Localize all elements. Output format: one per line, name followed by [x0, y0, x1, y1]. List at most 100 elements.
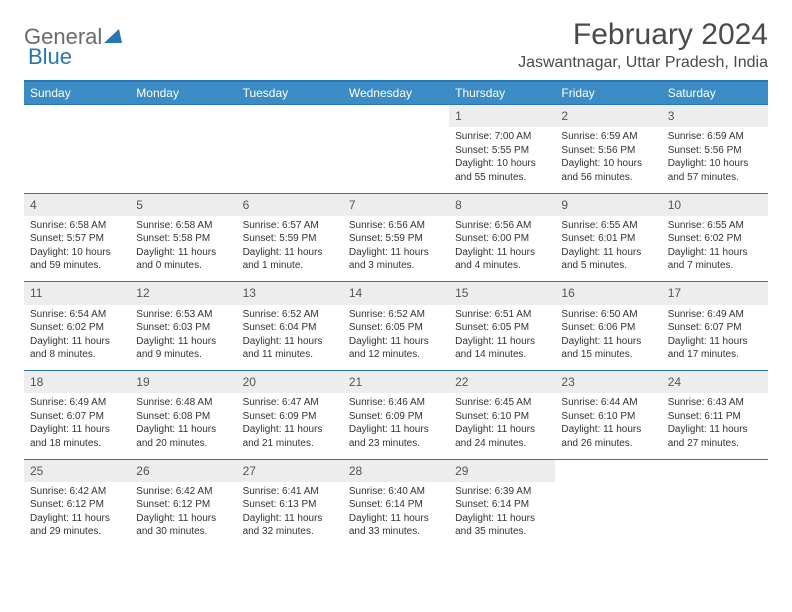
- day-info: Sunrise: 6:42 AMSunset: 6:12 PMDaylight:…: [136, 485, 230, 539]
- day-content-cell: [130, 127, 236, 193]
- day-number-cell: 7: [343, 193, 449, 216]
- day-content-cell: Sunrise: 6:45 AMSunset: 6:10 PMDaylight:…: [449, 393, 555, 459]
- day-info: Sunrise: 6:55 AMSunset: 6:01 PMDaylight:…: [561, 219, 655, 273]
- day-number-cell: 3: [662, 105, 768, 128]
- day-number-cell: 22: [449, 371, 555, 394]
- day-header: Thursday: [449, 81, 555, 105]
- day-number-cell: [343, 105, 449, 128]
- sunset-text: Sunset: 5:56 PM: [561, 144, 655, 158]
- day-content-cell: [555, 482, 661, 548]
- day-number-cell: 26: [130, 459, 236, 482]
- sunrise-text: Sunrise: 6:39 AM: [455, 485, 549, 499]
- day-number-cell: 23: [555, 371, 661, 394]
- daylight-text: Daylight: 11 hours and 4 minutes.: [455, 246, 549, 273]
- day-info: Sunrise: 6:45 AMSunset: 6:10 PMDaylight:…: [455, 396, 549, 450]
- sunset-text: Sunset: 6:02 PM: [668, 232, 762, 246]
- day-number-cell: 15: [449, 282, 555, 305]
- day-header: Sunday: [24, 81, 130, 105]
- day-content-cell: Sunrise: 6:47 AMSunset: 6:09 PMDaylight:…: [237, 393, 343, 459]
- day-content-cell: Sunrise: 6:43 AMSunset: 6:11 PMDaylight:…: [662, 393, 768, 459]
- daylight-text: Daylight: 11 hours and 5 minutes.: [561, 246, 655, 273]
- content-row: Sunrise: 7:00 AMSunset: 5:55 PMDaylight:…: [24, 127, 768, 193]
- sunrise-text: Sunrise: 6:48 AM: [136, 396, 230, 410]
- sunrise-text: Sunrise: 6:59 AM: [561, 130, 655, 144]
- day-content-cell: Sunrise: 6:44 AMSunset: 6:10 PMDaylight:…: [555, 393, 661, 459]
- sunrise-text: Sunrise: 6:52 AM: [349, 308, 443, 322]
- day-header: Tuesday: [237, 81, 343, 105]
- daylight-text: Daylight: 11 hours and 32 minutes.: [243, 512, 337, 539]
- day-content-cell: Sunrise: 6:46 AMSunset: 6:09 PMDaylight:…: [343, 393, 449, 459]
- sunset-text: Sunset: 6:02 PM: [30, 321, 124, 335]
- content-row: Sunrise: 6:49 AMSunset: 6:07 PM Daylight:…: [24, 393, 768, 459]
- sunset-text: Sunset: 6:07 PM: [30, 410, 124, 424]
- daylight-text: Daylight: 11 hours and 23 minutes.: [349, 423, 443, 450]
- day-info: Sunrise: 6:57 AMSunset: 5:59 PMDaylight:…: [243, 219, 337, 273]
- daynum-row: 45678910: [24, 193, 768, 216]
- day-number-cell: 16: [555, 282, 661, 305]
- day-content-cell: Sunrise: 6:59 AMSunset: 5:56 PMDaylight:…: [662, 127, 768, 193]
- sunset-text: Sunset: 6:00 PM: [455, 232, 549, 246]
- day-info: Sunrise: 6:46 AMSunset: 6:09 PMDaylight:…: [349, 396, 443, 450]
- day-content-cell: Sunrise: 6:48 AMSunset: 6:08 PMDaylight:…: [130, 393, 236, 459]
- daylight-text: Daylight: 10 hours and 55 minutes.: [455, 157, 549, 184]
- daylight-text: Daylight: 10 hours and 56 minutes.: [561, 157, 655, 184]
- daylight-text: Daylight: 11 hours and 29 minutes.: [30, 512, 124, 539]
- day-number-cell: 2: [555, 105, 661, 128]
- day-content-cell: Sunrise: 6:39 AMSunset: 6:14 PMDaylight:…: [449, 482, 555, 548]
- day-content-cell: [237, 127, 343, 193]
- day-content-cell: Sunrise: 6:40 AMSunset: 6:14 PMDaylight:…: [343, 482, 449, 548]
- day-content-cell: Sunrise: 6:51 AMSunset: 6:05 PMDaylight:…: [449, 305, 555, 371]
- day-number-cell: 8: [449, 193, 555, 216]
- sunrise-text: Sunrise: 6:46 AM: [349, 396, 443, 410]
- sunset-text: Sunset: 6:10 PM: [561, 410, 655, 424]
- day-number-cell: [130, 105, 236, 128]
- day-info: Sunrise: 6:58 AMSunset: 5:57 PMDaylight:…: [30, 219, 124, 273]
- day-header: Friday: [555, 81, 661, 105]
- day-number-cell: 13: [237, 282, 343, 305]
- day-info: Sunrise: 6:42 AMSunset: 6:12 PMDaylight:…: [30, 485, 124, 539]
- sunset-text: Sunset: 6:09 PM: [243, 410, 337, 424]
- day-content-cell: Sunrise: 7:00 AMSunset: 5:55 PMDaylight:…: [449, 127, 555, 193]
- day-content-cell: Sunrise: 6:58 AMSunset: 5:57 PMDaylight:…: [24, 216, 130, 282]
- day-content-cell: Sunrise: 6:42 AMSunset: 6:12 PMDaylight:…: [130, 482, 236, 548]
- sunrise-text: Sunrise: 6:52 AM: [243, 308, 337, 322]
- day-number-cell: 14: [343, 282, 449, 305]
- sunset-text: Sunset: 5:58 PM: [136, 232, 230, 246]
- daylight-text: Daylight: 11 hours and 17 minutes.: [668, 335, 762, 362]
- day-header-row: SundayMondayTuesdayWednesdayThursdayFrid…: [24, 81, 768, 105]
- calendar-body: 123Sunrise: 7:00 AMSunset: 5:55 PMDaylig…: [24, 105, 768, 548]
- day-header: Monday: [130, 81, 236, 105]
- sunrise-text: Sunrise: 6:57 AM: [243, 219, 337, 233]
- day-content-cell: Sunrise: 6:56 AMSunset: 5:59 PMDaylight:…: [343, 216, 449, 282]
- daylight-text: Daylight: 11 hours and 24 minutes.: [455, 423, 549, 450]
- day-number-cell: 24: [662, 371, 768, 394]
- sunset-text: Sunset: 6:08 PM: [136, 410, 230, 424]
- calendar-table: SundayMondayTuesdayWednesdayThursdayFrid…: [24, 80, 768, 548]
- day-info: Sunrise: 6:47 AMSunset: 6:09 PMDaylight:…: [243, 396, 337, 450]
- day-number-cell: 19: [130, 371, 236, 394]
- logo-line2: Blue: [28, 44, 72, 70]
- daylight-text: Daylight: 10 hours and 57 minutes.: [668, 157, 762, 184]
- sunrise-text: Sunrise: 6:53 AM: [136, 308, 230, 322]
- sunrise-text: Sunrise: 6:49 AM: [30, 396, 124, 410]
- day-content-cell: Sunrise: 6:53 AMSunset: 6:03 PMDaylight:…: [130, 305, 236, 371]
- day-content-cell: Sunrise: 6:49 AMSunset: 6:07 PMDaylight:…: [24, 393, 130, 459]
- sunset-text: Sunset: 5:59 PM: [349, 232, 443, 246]
- daylight-text: Daylight: 11 hours and 30 minutes.: [136, 512, 230, 539]
- day-info: Sunrise: 6:41 AMSunset: 6:13 PMDaylight:…: [243, 485, 337, 539]
- sunrise-text: Sunrise: 6:56 AM: [349, 219, 443, 233]
- day-number-cell: 20: [237, 371, 343, 394]
- day-content-cell: Sunrise: 6:41 AMSunset: 6:13 PMDaylight:…: [237, 482, 343, 548]
- daylight-text: Daylight: 11 hours and 21 minutes.: [243, 423, 337, 450]
- sunset-text: Sunset: 6:05 PM: [455, 321, 549, 335]
- sunrise-text: Sunrise: 6:47 AM: [243, 396, 337, 410]
- day-number-cell: 27: [237, 459, 343, 482]
- day-content-cell: [343, 127, 449, 193]
- day-number-cell: 17: [662, 282, 768, 305]
- sunset-text: Sunset: 5:55 PM: [455, 144, 549, 158]
- day-info: Sunrise: 6:51 AMSunset: 6:05 PMDaylight:…: [455, 308, 549, 362]
- sunrise-text: Sunrise: 6:44 AM: [561, 396, 655, 410]
- day-content-cell: Sunrise: 6:52 AMSunset: 6:04 PMDaylight:…: [237, 305, 343, 371]
- day-number-cell: 10: [662, 193, 768, 216]
- daylight-text: Daylight: 11 hours and 20 minutes.: [136, 423, 230, 450]
